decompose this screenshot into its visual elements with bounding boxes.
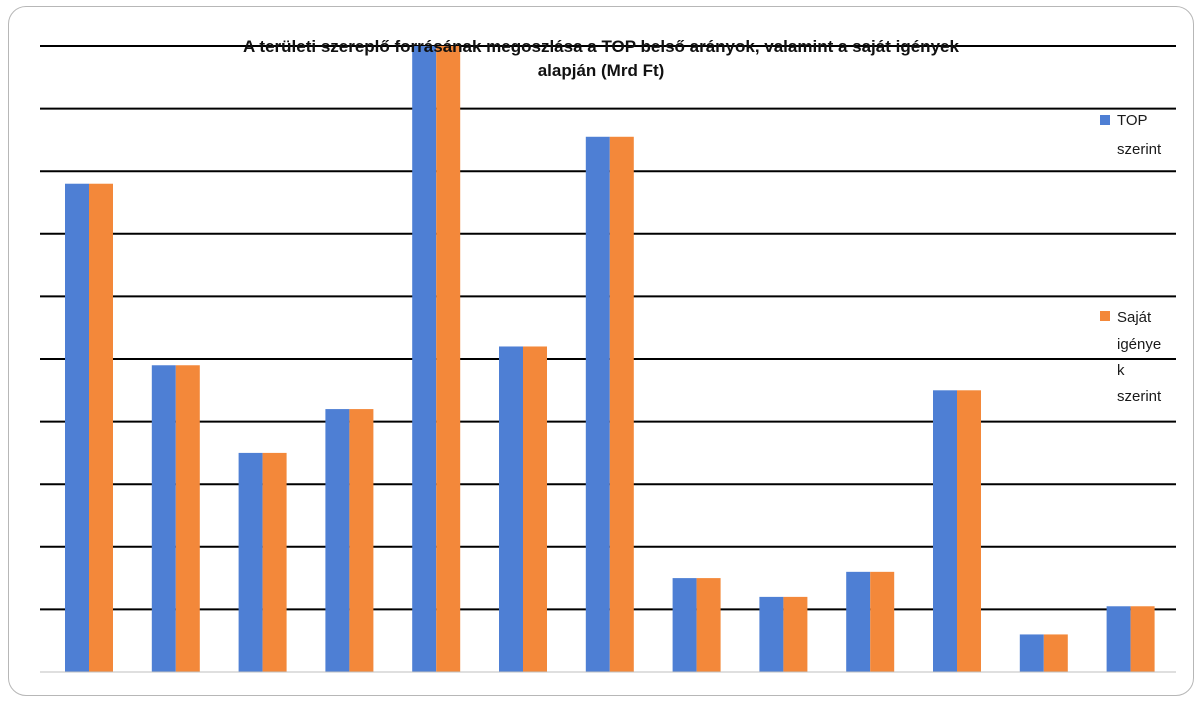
bar-top-szerint (325, 409, 350, 672)
bar-top-szerint (585, 136, 610, 672)
bar-sajat-igenyek-szerint (523, 346, 547, 672)
bar-sajat-igenyek-szerint (870, 571, 895, 672)
bar-top-szerint (499, 346, 523, 672)
bar-sajat-igenyek-szerint (262, 452, 287, 672)
bar-sajat-igenyek-szerint (1043, 634, 1068, 672)
legend-swatch-top (1100, 115, 1110, 125)
legend-label-sajat-line-4: szerint (1117, 388, 1162, 405)
bars (65, 46, 1155, 672)
bar-sajat-igenyek-szerint (436, 46, 461, 672)
bar-sajat-igenyek-szerint (957, 390, 981, 672)
bar-top-szerint (759, 596, 784, 672)
bar-top-szerint (846, 571, 871, 672)
bar-top-szerint (238, 452, 263, 672)
chart-title-line-2: alapján (Mrd Ft) (538, 61, 665, 80)
bar-sajat-igenyek-szerint (609, 136, 634, 672)
legend-label-sajat-line-1: Saját (1117, 309, 1152, 326)
legend-swatch-sajat (1100, 311, 1110, 321)
bar-top-szerint (933, 390, 957, 672)
bar-top-szerint (151, 365, 176, 672)
bar-sajat-igenyek-szerint (349, 409, 374, 672)
bar-top-szerint (1106, 606, 1131, 672)
legend-label-sajat-line-3: k (1117, 362, 1125, 379)
bar-sajat-igenyek-szerint (696, 578, 721, 672)
gridlines (40, 45, 1176, 611)
bar-sajat-igenyek-szerint (89, 183, 113, 672)
bar-sajat-igenyek-szerint (1130, 606, 1155, 672)
bar-top-szerint (672, 578, 697, 672)
bar-sajat-igenyek-szerint (783, 596, 808, 672)
bar-top-szerint (412, 46, 437, 672)
chart-title: A területi szereplő forrásának megoszlás… (243, 37, 959, 80)
bar-sajat-igenyek-szerint (175, 365, 200, 672)
legend: TOP szerint Saját igénye k szerint (1100, 112, 1162, 405)
legend-label-top-line-1: TOP (1117, 112, 1148, 129)
bar-top-szerint (1019, 634, 1044, 672)
bar-top-szerint (65, 183, 89, 672)
legend-label-top-line-2: szerint (1117, 141, 1162, 158)
chart-title-line-1: A területi szereplő forrásának megoszlás… (243, 37, 959, 56)
legend-label-sajat-line-2: igénye (1117, 336, 1161, 353)
